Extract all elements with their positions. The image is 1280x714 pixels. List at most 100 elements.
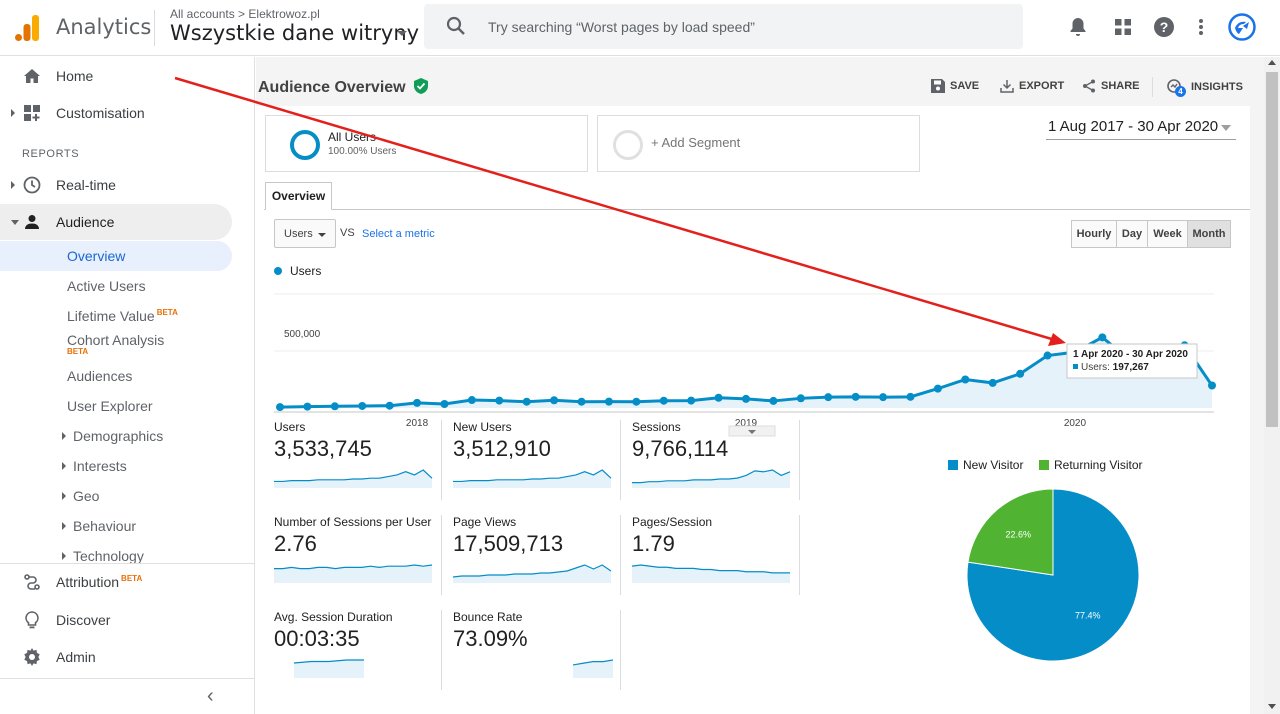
sidebar-item-attribution[interactable]: Attribution BETA xyxy=(0,564,232,600)
apps-grid-icon[interactable] xyxy=(1110,14,1136,40)
sidebar-item-admin[interactable]: Admin xyxy=(0,639,232,675)
scrollbar-thumb[interactable] xyxy=(1266,72,1278,427)
metric-card[interactable]: Users 3,533,745 xyxy=(274,420,446,512)
pie-slice[interactable] xyxy=(967,488,1054,576)
sidebar-item-active-users[interactable]: Active Users xyxy=(67,278,146,294)
data-point[interactable] xyxy=(604,397,613,406)
chevron-right-icon xyxy=(62,432,66,440)
save-button[interactable]: SAVE xyxy=(931,79,979,93)
data-point[interactable] xyxy=(769,396,778,405)
sidebar-item-home[interactable]: Home xyxy=(0,58,232,94)
export-button[interactable]: EXPORT xyxy=(1000,79,1064,93)
granularity-month[interactable]: Month xyxy=(1187,220,1231,248)
line-chart[interactable]: 1,000,000 500,000 2018 2019 2020 1 Apr 2020 -… xyxy=(274,282,1234,442)
data-point[interactable] xyxy=(659,396,668,405)
data-point[interactable] xyxy=(632,397,641,406)
tab-overview[interactable]: Overview xyxy=(265,182,332,210)
account-avatar-icon[interactable] xyxy=(1228,13,1256,41)
search-placeholder[interactable]: Try searching “Worst pages by load speed… xyxy=(488,19,755,35)
data-point[interactable] xyxy=(687,396,696,405)
chevron-down-icon[interactable] xyxy=(397,31,407,36)
metric-card[interactable]: Avg. Session Duration 00:03:35 xyxy=(274,610,446,702)
metric-card[interactable]: Bounce Rate 73.09% xyxy=(453,610,625,702)
insights-button[interactable]: 4 INSIGHTS xyxy=(1167,79,1243,97)
data-point[interactable] xyxy=(440,400,449,409)
data-point[interactable] xyxy=(495,396,504,405)
more-vert-icon[interactable] xyxy=(1188,14,1214,40)
search-bar[interactable]: Try searching “Worst pages by load speed… xyxy=(424,4,1023,49)
data-point[interactable] xyxy=(330,402,339,411)
data-point[interactable] xyxy=(385,401,394,410)
sidebar-item-audiences[interactable]: Audiences xyxy=(67,368,133,384)
legend-label: Returning Visitor xyxy=(1054,458,1143,472)
data-point[interactable] xyxy=(1016,369,1025,378)
data-point[interactable] xyxy=(577,397,586,406)
data-point[interactable] xyxy=(303,402,312,411)
account-breadcrumb[interactable]: All accounts > Elektrowoz.pl xyxy=(170,7,320,21)
crumb-property[interactable]: Elektrowoz.pl xyxy=(248,7,320,21)
sidebar-item-lifetime-value[interactable]: Lifetime Value BETA xyxy=(67,308,178,324)
sidebar-item-user-explorer[interactable]: User Explorer xyxy=(67,398,153,414)
granularity-hourly[interactable]: Hourly xyxy=(1071,220,1117,248)
data-point[interactable] xyxy=(276,403,284,412)
metric-card[interactable]: Page Views 17,509,713 xyxy=(453,515,625,607)
divider xyxy=(0,563,255,564)
data-point[interactable] xyxy=(358,401,367,410)
legend-swatch xyxy=(948,460,958,470)
data-point[interactable] xyxy=(879,393,888,402)
granularity-day[interactable]: Day xyxy=(1116,220,1148,248)
sidebar-item-audience[interactable]: Audience xyxy=(0,204,232,240)
data-point[interactable] xyxy=(824,393,833,402)
data-point[interactable] xyxy=(851,392,860,401)
data-point[interactable] xyxy=(467,396,476,405)
pie-chart[interactable]: 77.4% 22.6% xyxy=(962,484,1144,666)
collapse-sidebar-icon[interactable]: ‹ xyxy=(207,685,214,707)
data-point[interactable] xyxy=(714,393,723,402)
data-point[interactable] xyxy=(413,398,422,407)
analytics-logo-icon[interactable] xyxy=(14,14,40,42)
sidebar-item-discover[interactable]: Discover xyxy=(0,602,232,638)
sidebar-item-realtime[interactable]: Real-time xyxy=(0,167,232,203)
data-point[interactable] xyxy=(1043,351,1052,360)
bell-icon[interactable] xyxy=(1065,14,1091,40)
add-segment-button[interactable]: + Add Segment xyxy=(597,115,920,172)
sidebar-item-cohort-analysis[interactable]: Cohort Analysis BETA xyxy=(67,333,164,363)
metric-card[interactable]: Number of Sessions per User 2.76 xyxy=(274,515,446,607)
scrollbar[interactable] xyxy=(1264,57,1280,714)
sidebar-item-demographics[interactable]: Demographics xyxy=(62,428,163,444)
data-point[interactable] xyxy=(550,396,559,405)
data-point[interactable] xyxy=(522,397,531,406)
sidebar-item-technology[interactable]: Technology xyxy=(62,548,144,564)
data-point[interactable] xyxy=(796,394,805,403)
sidebar-item-customisation[interactable]: Customisation xyxy=(0,95,232,131)
data-point[interactable] xyxy=(933,384,942,393)
select-metric-link[interactable]: Select a metric xyxy=(362,228,435,240)
metric-card[interactable]: Pages/Session 1.79 xyxy=(632,515,804,607)
metric-card[interactable]: Sessions 9,766,114 xyxy=(632,420,804,512)
scroll-up-icon[interactable] xyxy=(1268,60,1276,65)
metric-dropdown[interactable]: Users xyxy=(274,219,336,248)
view-selector[interactable]: Wszystkie dane witryny xyxy=(170,21,420,45)
scroll-down-icon[interactable] xyxy=(1268,704,1276,709)
segment-all-users[interactable]: All Users 100.00% Users xyxy=(265,115,588,172)
date-range-picker[interactable]: 1 Aug 2017 - 30 Apr 2020 xyxy=(1046,118,1236,140)
metric-card[interactable]: New Users 3,512,910 xyxy=(453,420,625,512)
metric-value: 17,509,713 xyxy=(453,531,564,556)
data-point[interactable] xyxy=(1098,333,1107,342)
pie-legend-new-visitor: New Visitor xyxy=(948,458,1023,472)
share-button[interactable]: SHARE xyxy=(1082,79,1140,93)
sidebar-item-interests[interactable]: Interests xyxy=(62,458,127,474)
crumb-root[interactable]: All accounts xyxy=(170,7,235,21)
granularity-week[interactable]: Week xyxy=(1147,220,1188,248)
sidebar-item-behaviour[interactable]: Behaviour xyxy=(62,518,136,534)
series-area xyxy=(280,337,1212,408)
data-point[interactable] xyxy=(1208,381,1216,390)
data-point[interactable] xyxy=(988,378,997,387)
data-point[interactable] xyxy=(742,394,750,403)
data-point[interactable] xyxy=(906,392,915,401)
sidebar-item-overview[interactable]: Overview xyxy=(0,241,232,271)
chevron-right-icon xyxy=(62,492,66,500)
data-point[interactable] xyxy=(961,375,970,384)
help-icon[interactable]: ? xyxy=(1151,14,1177,40)
sidebar-item-geo[interactable]: Geo xyxy=(62,488,99,504)
